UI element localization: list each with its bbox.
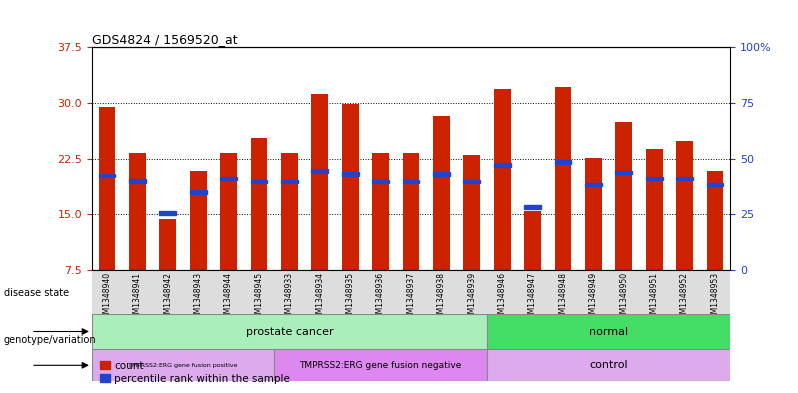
Text: GDS4824 / 1569520_at: GDS4824 / 1569520_at	[92, 33, 237, 46]
Text: GSM1348936: GSM1348936	[376, 272, 385, 323]
Bar	[494, 90, 511, 270]
Text: GSM1348947: GSM1348947	[528, 272, 537, 323]
Bar	[342, 172, 358, 176]
Text: GSM1348949: GSM1348949	[589, 272, 598, 323]
Bar	[311, 169, 328, 173]
Text: count: count	[114, 361, 144, 371]
Bar	[585, 183, 602, 186]
Bar	[129, 179, 146, 183]
Bar	[275, 349, 487, 381]
Text: GSM1348943: GSM1348943	[194, 272, 203, 323]
Text: GSM1348948: GSM1348948	[559, 272, 567, 323]
Bar	[464, 155, 480, 270]
Text: prostate cancer: prostate cancer	[246, 327, 334, 336]
Bar	[160, 219, 176, 270]
Bar	[494, 163, 511, 167]
Bar	[190, 190, 207, 194]
Text: TMPRSS2:ERG gene fusion positive: TMPRSS2:ERG gene fusion positive	[128, 363, 238, 368]
Text: GSM1348942: GSM1348942	[164, 272, 172, 323]
Text: GSM1348937: GSM1348937	[406, 272, 416, 323]
Text: GSM1348945: GSM1348945	[255, 272, 263, 323]
Bar	[92, 314, 487, 349]
Bar	[555, 160, 571, 164]
Bar	[372, 180, 389, 184]
Text: GSM1348939: GSM1348939	[468, 272, 476, 323]
Bar	[524, 211, 541, 270]
Text: disease state: disease state	[4, 288, 69, 298]
Bar	[555, 86, 571, 270]
Bar	[220, 153, 237, 270]
Bar	[251, 138, 267, 270]
Bar	[342, 104, 358, 270]
Text: GSM1348946: GSM1348946	[498, 272, 507, 323]
Text: GSM1348933: GSM1348933	[285, 272, 294, 323]
Text: TMPRSS2:ERG gene fusion negative: TMPRSS2:ERG gene fusion negative	[299, 361, 462, 370]
Bar	[403, 153, 419, 270]
Bar	[251, 180, 267, 184]
Bar	[99, 174, 116, 177]
Bar	[646, 177, 662, 180]
Text: GSM1348934: GSM1348934	[315, 272, 324, 323]
Bar	[160, 211, 176, 215]
Bar	[464, 180, 480, 184]
Bar	[487, 349, 730, 381]
Bar	[311, 94, 328, 270]
Text: GSM1348935: GSM1348935	[346, 272, 354, 323]
Bar	[524, 205, 541, 209]
Bar	[487, 314, 730, 349]
Text: genotype/variation: genotype/variation	[4, 335, 97, 345]
Bar	[615, 171, 632, 174]
Bar	[220, 177, 237, 180]
Bar	[92, 349, 275, 381]
Bar	[646, 149, 662, 270]
Bar	[585, 158, 602, 270]
Text: GSM1348941: GSM1348941	[133, 272, 142, 323]
Text: normal: normal	[589, 327, 628, 336]
Bar	[706, 171, 723, 270]
Bar	[676, 141, 693, 270]
Bar	[281, 180, 298, 184]
Bar	[403, 180, 419, 184]
Bar	[99, 107, 116, 270]
Text: GSM1348950: GSM1348950	[619, 272, 628, 323]
Bar	[433, 116, 450, 270]
Text: GSM1348944: GSM1348944	[224, 272, 233, 323]
Bar	[706, 183, 723, 186]
Bar	[190, 171, 207, 270]
Text: GSM1348951: GSM1348951	[650, 272, 658, 323]
Text: GSM1348938: GSM1348938	[437, 272, 446, 323]
Text: percentile rank within the sample: percentile rank within the sample	[114, 374, 290, 384]
Bar	[281, 153, 298, 270]
Bar	[676, 177, 693, 180]
Text: GSM1348953: GSM1348953	[710, 272, 720, 323]
Bar	[615, 122, 632, 270]
Text: control: control	[589, 360, 628, 370]
Bar	[372, 153, 389, 270]
Bar	[433, 172, 450, 176]
Text: GSM1348952: GSM1348952	[680, 272, 689, 323]
Bar	[129, 153, 146, 270]
Text: GSM1348940: GSM1348940	[102, 272, 112, 323]
